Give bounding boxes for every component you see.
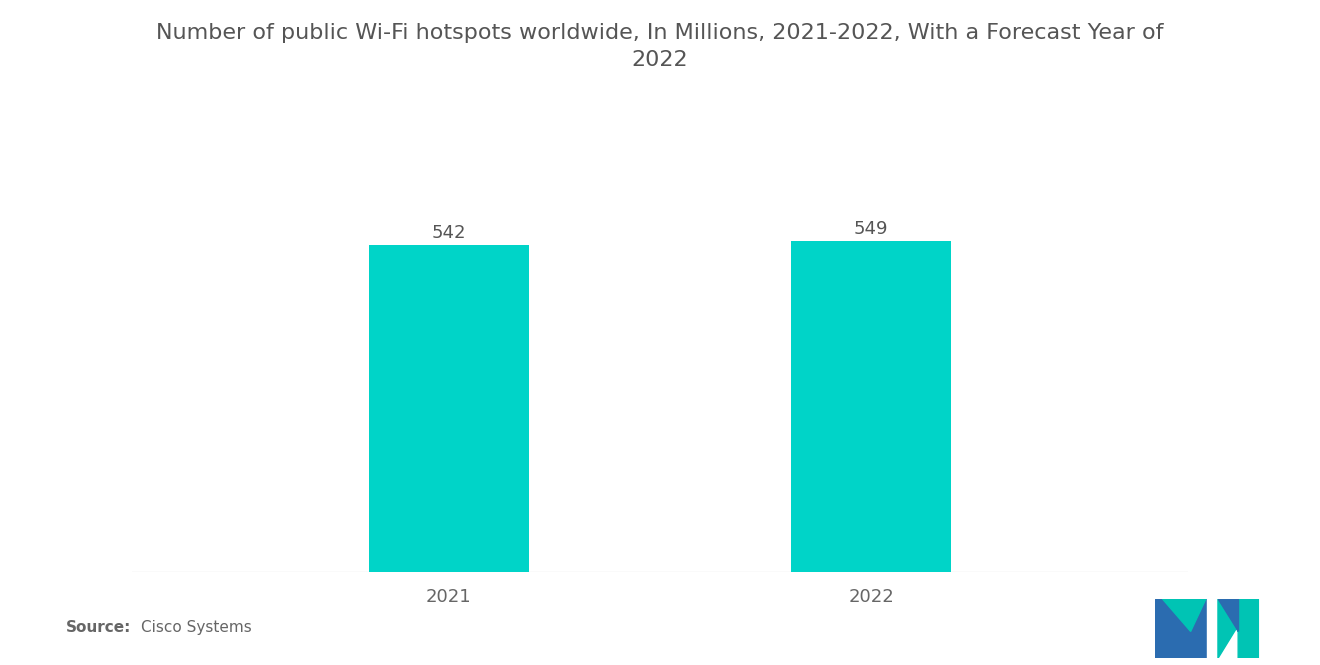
Polygon shape [1218, 598, 1258, 658]
Polygon shape [1218, 598, 1238, 632]
Polygon shape [1175, 598, 1206, 658]
Bar [368, 245, 529, 572]
Text: 542: 542 [432, 224, 466, 242]
Text: Number of public Wi-Fi hotspots worldwide, In Millions, 2021-2022, With a Foreca: Number of public Wi-Fi hotspots worldwid… [156, 23, 1164, 43]
Text: Cisco Systems: Cisco Systems [141, 620, 252, 635]
Text: Source:: Source: [66, 620, 132, 635]
Polygon shape [1162, 598, 1206, 632]
Bar [791, 241, 952, 572]
Text: Source:  Cisco Systems: Source: Cisco Systems [66, 620, 244, 635]
Polygon shape [1155, 598, 1175, 658]
Text: 549: 549 [854, 220, 888, 238]
Text: 2022: 2022 [632, 50, 688, 70]
